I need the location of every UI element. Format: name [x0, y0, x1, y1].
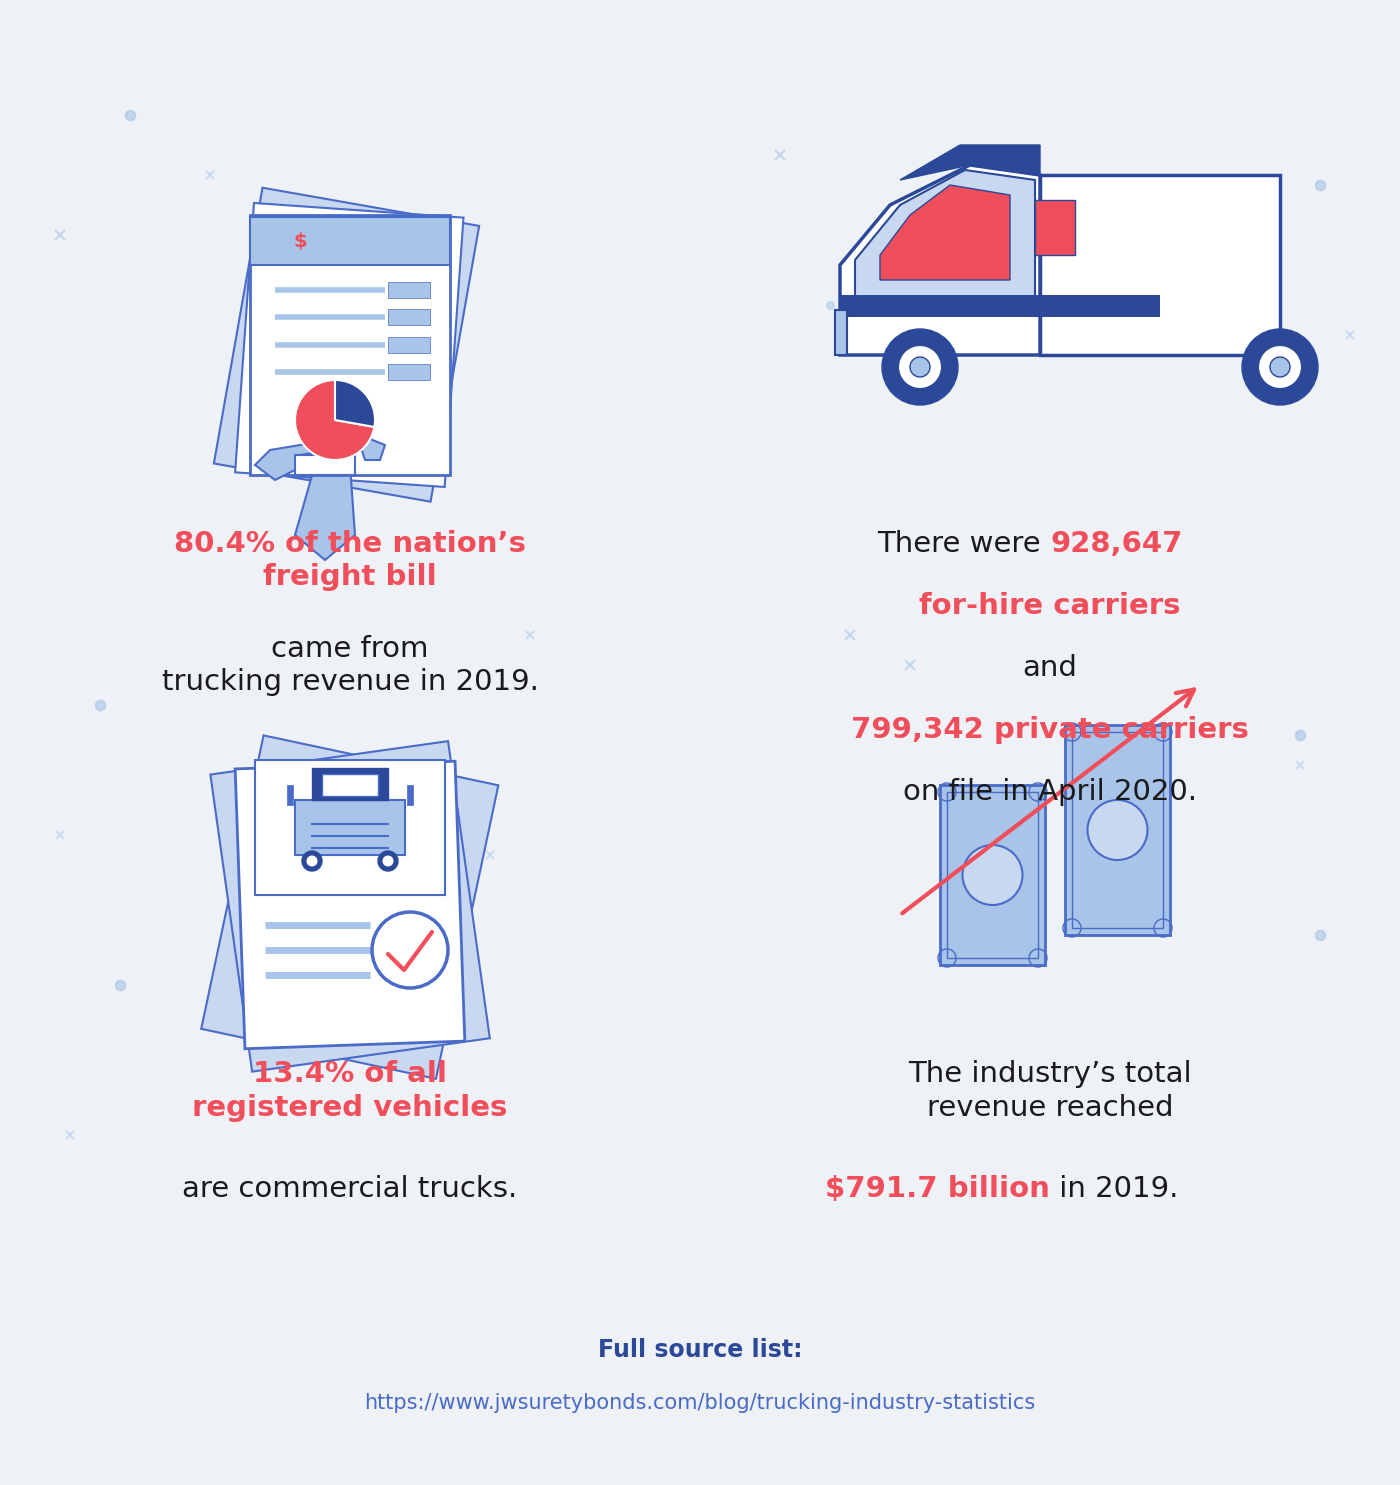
- FancyBboxPatch shape: [287, 786, 293, 805]
- FancyBboxPatch shape: [251, 215, 449, 475]
- FancyBboxPatch shape: [312, 768, 388, 800]
- Text: and: and: [1022, 653, 1078, 682]
- Text: There were: There were: [878, 530, 1050, 558]
- Circle shape: [897, 345, 942, 389]
- FancyBboxPatch shape: [388, 282, 430, 298]
- Text: in 2019.: in 2019.: [1050, 1175, 1179, 1203]
- Polygon shape: [881, 186, 1009, 281]
- FancyBboxPatch shape: [834, 310, 847, 355]
- FancyBboxPatch shape: [295, 454, 356, 475]
- FancyBboxPatch shape: [322, 774, 378, 796]
- Circle shape: [378, 851, 398, 872]
- Text: $791.7 billion: $791.7 billion: [825, 1175, 1050, 1203]
- Circle shape: [882, 330, 958, 405]
- Polygon shape: [202, 735, 498, 1078]
- Polygon shape: [855, 169, 1035, 300]
- Circle shape: [963, 845, 1022, 904]
- Text: 928,647: 928,647: [1050, 530, 1183, 558]
- Text: The industry’s total
revenue reached: The industry’s total revenue reached: [909, 1060, 1191, 1121]
- Wedge shape: [295, 380, 374, 460]
- Polygon shape: [235, 762, 465, 1048]
- Circle shape: [1259, 345, 1302, 389]
- FancyBboxPatch shape: [1040, 175, 1280, 355]
- FancyBboxPatch shape: [388, 337, 430, 353]
- FancyBboxPatch shape: [251, 217, 449, 264]
- Circle shape: [302, 851, 322, 872]
- Text: on file in April 2020.: on file in April 2020.: [903, 778, 1197, 806]
- Text: 799,342 private carriers: 799,342 private carriers: [851, 716, 1249, 744]
- FancyBboxPatch shape: [407, 786, 413, 805]
- FancyBboxPatch shape: [1065, 725, 1170, 936]
- Circle shape: [1242, 330, 1317, 405]
- Polygon shape: [840, 165, 1040, 355]
- Text: for-hire carriers: for-hire carriers: [920, 593, 1180, 621]
- Text: 13.4% of all
registered vehicles: 13.4% of all registered vehicles: [192, 1060, 508, 1121]
- Text: $: $: [293, 233, 307, 251]
- Text: came from
trucking revenue in 2019.: came from trucking revenue in 2019.: [161, 636, 539, 696]
- Text: Full source list:: Full source list:: [598, 1338, 802, 1362]
- Polygon shape: [255, 435, 385, 480]
- Polygon shape: [295, 465, 356, 560]
- Text: are commercial trucks.: are commercial trucks.: [182, 1175, 518, 1203]
- Polygon shape: [235, 203, 463, 487]
- FancyBboxPatch shape: [1035, 200, 1075, 255]
- FancyBboxPatch shape: [388, 364, 430, 380]
- Circle shape: [307, 855, 318, 867]
- Polygon shape: [210, 741, 490, 1072]
- Text: 80.4% of the nation’s
freight bill: 80.4% of the nation’s freight bill: [174, 530, 526, 591]
- FancyBboxPatch shape: [295, 800, 405, 855]
- Circle shape: [372, 912, 448, 988]
- Circle shape: [1270, 356, 1289, 377]
- Circle shape: [1088, 800, 1148, 860]
- FancyBboxPatch shape: [255, 760, 445, 895]
- Polygon shape: [214, 187, 479, 502]
- FancyBboxPatch shape: [840, 296, 1161, 316]
- Wedge shape: [335, 380, 375, 428]
- Polygon shape: [900, 146, 1040, 180]
- FancyBboxPatch shape: [388, 309, 430, 325]
- Text: https://www.jwsuretybonds.com/blog/trucking-industry-statistics: https://www.jwsuretybonds.com/blog/truck…: [364, 1393, 1036, 1414]
- Circle shape: [382, 855, 393, 867]
- Circle shape: [910, 356, 930, 377]
- FancyBboxPatch shape: [939, 786, 1044, 965]
